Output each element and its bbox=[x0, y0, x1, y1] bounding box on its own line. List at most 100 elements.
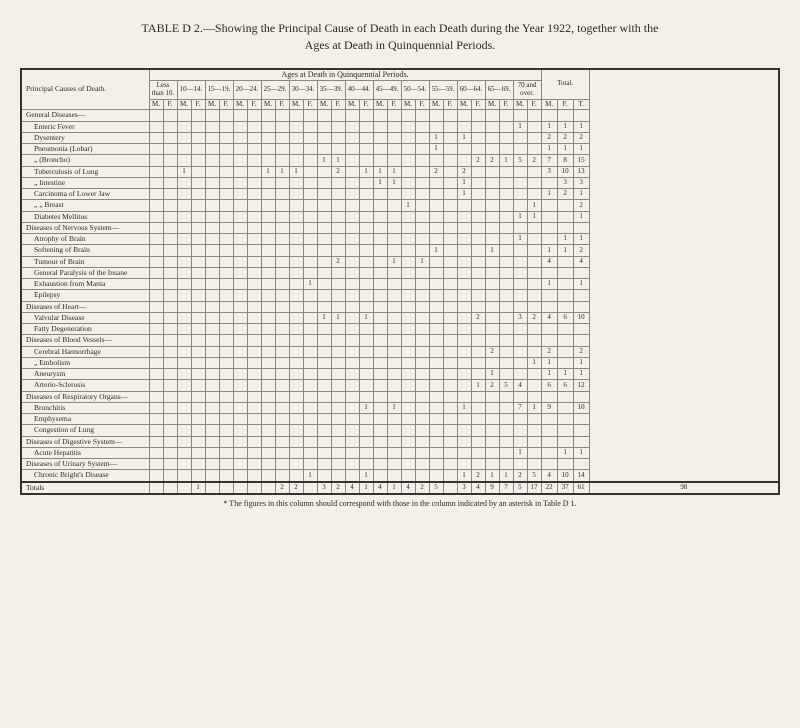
cell bbox=[205, 346, 219, 357]
cell bbox=[261, 402, 275, 413]
cell bbox=[149, 447, 163, 458]
cell bbox=[205, 132, 219, 143]
cell bbox=[499, 166, 513, 177]
cell bbox=[499, 357, 513, 368]
total-cell bbox=[557, 425, 573, 436]
cell bbox=[373, 200, 387, 211]
cell bbox=[303, 245, 317, 256]
cell bbox=[401, 290, 415, 301]
cell bbox=[387, 200, 401, 211]
cell bbox=[317, 132, 331, 143]
cause-label: General Paralysis of the Insane bbox=[21, 267, 149, 278]
cell bbox=[261, 155, 275, 166]
cell bbox=[177, 211, 191, 222]
total-cell: 2 bbox=[573, 346, 589, 357]
cell bbox=[289, 144, 303, 155]
cell bbox=[317, 279, 331, 290]
total-cell: 1 bbox=[541, 189, 557, 200]
total-cell: 1 bbox=[573, 357, 589, 368]
cell bbox=[415, 121, 429, 132]
cause-label: Chronic Bright's Disease bbox=[21, 470, 149, 482]
cell bbox=[471, 166, 485, 177]
cell bbox=[373, 155, 387, 166]
cell bbox=[499, 177, 513, 188]
cell bbox=[415, 402, 429, 413]
cell bbox=[471, 414, 485, 425]
cell bbox=[471, 121, 485, 132]
cell bbox=[163, 357, 177, 368]
cell bbox=[485, 425, 499, 436]
cell bbox=[303, 414, 317, 425]
cell bbox=[387, 324, 401, 335]
total-cell bbox=[557, 402, 573, 413]
cell bbox=[275, 447, 289, 458]
cell bbox=[345, 245, 359, 256]
total-cell: 1 bbox=[541, 245, 557, 256]
cell bbox=[387, 312, 401, 323]
cell bbox=[163, 256, 177, 267]
cell bbox=[373, 369, 387, 380]
cell bbox=[331, 200, 345, 211]
cell bbox=[513, 245, 527, 256]
cause-label: Enteric Fever bbox=[21, 121, 149, 132]
cell bbox=[471, 245, 485, 256]
cell bbox=[415, 279, 429, 290]
section-header: Diseases of Respiratory Organs— bbox=[21, 391, 149, 402]
cell bbox=[345, 177, 359, 188]
cell bbox=[443, 200, 457, 211]
cell bbox=[163, 380, 177, 391]
total-cell: 10 bbox=[557, 166, 573, 177]
cell bbox=[219, 402, 233, 413]
totals-cell: 1 bbox=[191, 482, 205, 494]
cell bbox=[205, 380, 219, 391]
cell: 1 bbox=[527, 357, 541, 368]
cell bbox=[485, 234, 499, 245]
total-cell: 12 bbox=[573, 380, 589, 391]
cell bbox=[471, 279, 485, 290]
cell: 1 bbox=[457, 402, 471, 413]
cell bbox=[387, 470, 401, 482]
cell bbox=[303, 155, 317, 166]
cell bbox=[317, 380, 331, 391]
cell bbox=[163, 425, 177, 436]
totals-cell: 2 bbox=[289, 482, 303, 494]
cell bbox=[373, 256, 387, 267]
cell bbox=[317, 414, 331, 425]
col-m: M. bbox=[261, 99, 275, 110]
total-cell: 10 bbox=[557, 470, 573, 482]
cell bbox=[331, 369, 345, 380]
cell bbox=[149, 357, 163, 368]
cell bbox=[359, 346, 373, 357]
cell bbox=[233, 290, 247, 301]
cell bbox=[499, 324, 513, 335]
cell bbox=[149, 200, 163, 211]
cell bbox=[205, 121, 219, 132]
cell bbox=[317, 144, 331, 155]
cell bbox=[177, 346, 191, 357]
cell bbox=[513, 369, 527, 380]
cell bbox=[191, 166, 205, 177]
cell bbox=[205, 200, 219, 211]
cell: 2 bbox=[527, 312, 541, 323]
cell bbox=[499, 279, 513, 290]
cell bbox=[345, 380, 359, 391]
cell: 1 bbox=[331, 155, 345, 166]
total-col-f: F. bbox=[557, 99, 573, 110]
cell bbox=[191, 324, 205, 335]
cell bbox=[233, 312, 247, 323]
cell bbox=[289, 380, 303, 391]
total-cell bbox=[541, 234, 557, 245]
cell bbox=[275, 290, 289, 301]
cell bbox=[359, 189, 373, 200]
cell bbox=[443, 121, 457, 132]
totals-cell bbox=[219, 482, 233, 494]
cell bbox=[513, 166, 527, 177]
section-header: General Diseases— bbox=[21, 110, 149, 121]
cell bbox=[443, 155, 457, 166]
cell: 2 bbox=[471, 155, 485, 166]
cell bbox=[345, 234, 359, 245]
cell bbox=[149, 144, 163, 155]
cell bbox=[317, 234, 331, 245]
cell: 1 bbox=[457, 177, 471, 188]
cell bbox=[331, 144, 345, 155]
